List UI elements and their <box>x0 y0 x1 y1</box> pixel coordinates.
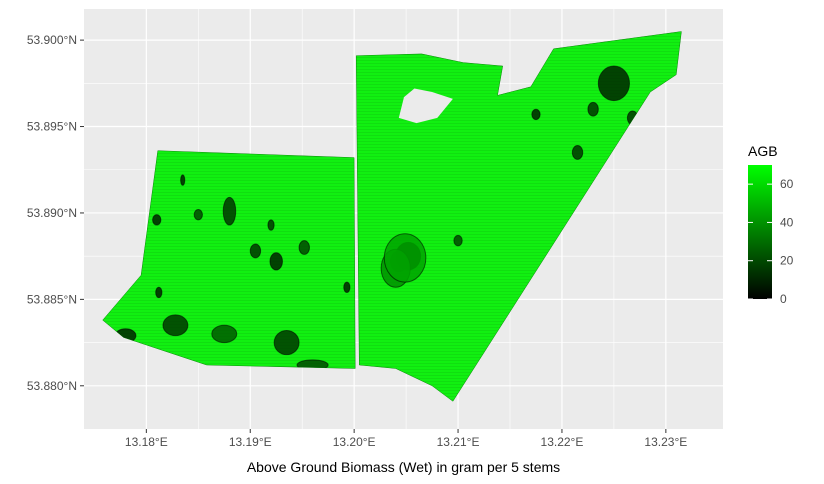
legend-colorbar <box>748 165 772 299</box>
low-biomass-spot <box>273 329 300 356</box>
low-biomass-spot <box>155 286 163 299</box>
low-biomass-spot <box>383 233 427 283</box>
low-biomass-spot <box>180 174 186 186</box>
field-hole-notch <box>398 88 453 124</box>
x-axis-ticks: 13.18°E 13.19°E 13.20°E 13.21°E 13.22°E 13.23… <box>125 429 687 449</box>
y-axis-ticks: 53.900°N 53.895°N 53.890°N 53.885°N 53.880°N <box>27 33 84 393</box>
low-biomass-spot <box>152 214 162 226</box>
low-biomass-spot <box>267 219 275 231</box>
field-stripes <box>102 150 356 369</box>
legend-tick-label: 60 <box>780 177 794 191</box>
legend-tick-label: 20 <box>780 254 794 268</box>
y-tick-label: 53.885°N <box>27 292 77 306</box>
low-biomass-spot <box>211 324 238 344</box>
low-biomass-spot <box>193 208 203 221</box>
low-biomass-spot <box>571 145 584 160</box>
legend-tick-label: 40 <box>780 215 794 229</box>
field-stripes <box>356 31 682 402</box>
y-tick-label: 53.880°N <box>27 379 77 393</box>
low-biomass-spot <box>298 240 310 255</box>
colorbar-legend: AGB 0 20 40 60 <box>748 143 794 306</box>
y-tick-label: 53.890°N <box>27 206 77 220</box>
x-axis-title: Above Ground Biomass (Wet) in gram per 5… <box>247 459 560 475</box>
field-layer <box>102 31 682 402</box>
low-biomass-spot <box>249 243 262 259</box>
low-biomass-spot <box>453 234 463 247</box>
x-tick-label: 13.21°E <box>437 435 480 449</box>
low-biomass-spot <box>597 65 630 102</box>
low-biomass-spot <box>531 108 541 121</box>
low-biomass-spot <box>343 281 351 293</box>
low-biomass-spot <box>587 101 599 117</box>
x-tick-label: 13.23°E <box>644 435 687 449</box>
legend-ticks: 0 20 40 60 <box>748 177 794 306</box>
y-tick-label: 53.900°N <box>27 33 77 47</box>
x-tick-label: 13.19°E <box>229 435 272 449</box>
low-biomass-spot <box>222 196 237 226</box>
legend-tick-label: 0 <box>780 292 787 306</box>
low-biomass-spot <box>269 252 283 271</box>
x-tick-label: 13.22°E <box>541 435 584 449</box>
x-tick-label: 13.20°E <box>333 435 376 449</box>
x-tick-label: 13.18°E <box>125 435 168 449</box>
low-biomass-spot <box>162 314 189 337</box>
y-tick-label: 53.895°N <box>27 120 77 134</box>
legend-title: AGB <box>748 143 778 159</box>
